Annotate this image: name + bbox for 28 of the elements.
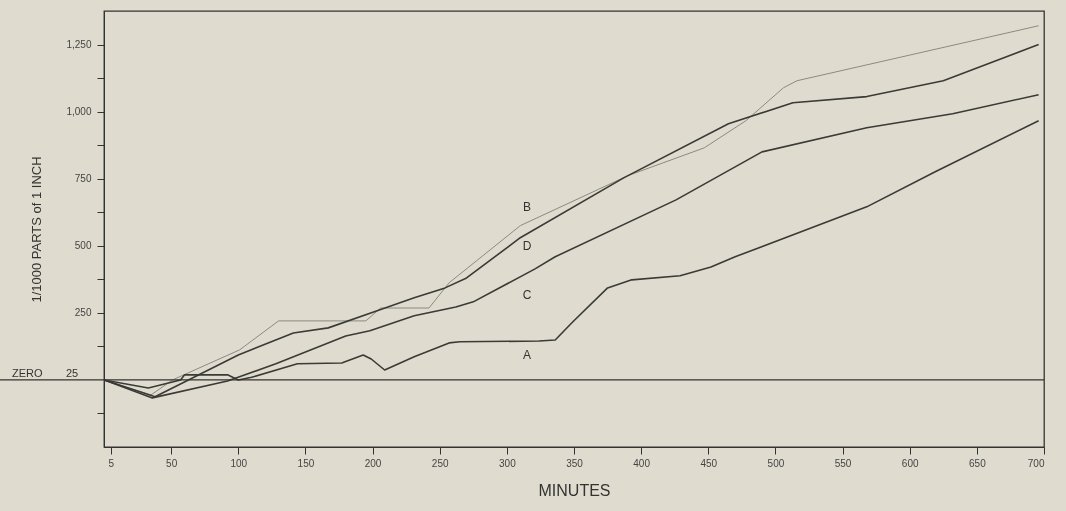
y-tick-label: 1,000 <box>66 106 92 118</box>
x-tick-label: 5 <box>108 457 115 469</box>
x-tick-label: 500 <box>767 457 785 469</box>
x-tick-label: 700 <box>1027 457 1045 469</box>
text: 25 <box>66 366 79 379</box>
ref-line-label: ZERO <box>12 366 43 379</box>
x-axis-title: MINUTES <box>538 481 611 499</box>
x-tick-label: 400 <box>633 457 651 469</box>
x-tick-label: 200 <box>364 457 382 469</box>
x-tick-label: 600 <box>901 457 919 469</box>
x-tick-label: 100 <box>230 457 248 469</box>
y-tick-label: 250 <box>74 307 92 319</box>
x-tick-label: 150 <box>297 457 315 469</box>
x-tick-label: 50 <box>166 457 178 469</box>
y-axis-title: 1/1000 PARTS of 1 INCH <box>29 156 45 303</box>
series-label: D <box>522 238 532 253</box>
y-tick-label: 500 <box>74 240 92 252</box>
x-tick-label: 250 <box>431 457 449 469</box>
x-tick-label: 300 <box>499 457 517 469</box>
y-tick-label: 750 <box>74 173 92 185</box>
y-tick-label: 1,250 <box>66 39 92 51</box>
series-label: A <box>522 348 532 363</box>
x-tick-label: 350 <box>566 457 584 469</box>
series-label: C <box>522 288 532 303</box>
series-label: B <box>522 199 532 214</box>
x-tick-label: 650 <box>969 457 987 469</box>
x-tick-label: 450 <box>700 457 718 469</box>
x-tick-label: 550 <box>834 457 852 469</box>
